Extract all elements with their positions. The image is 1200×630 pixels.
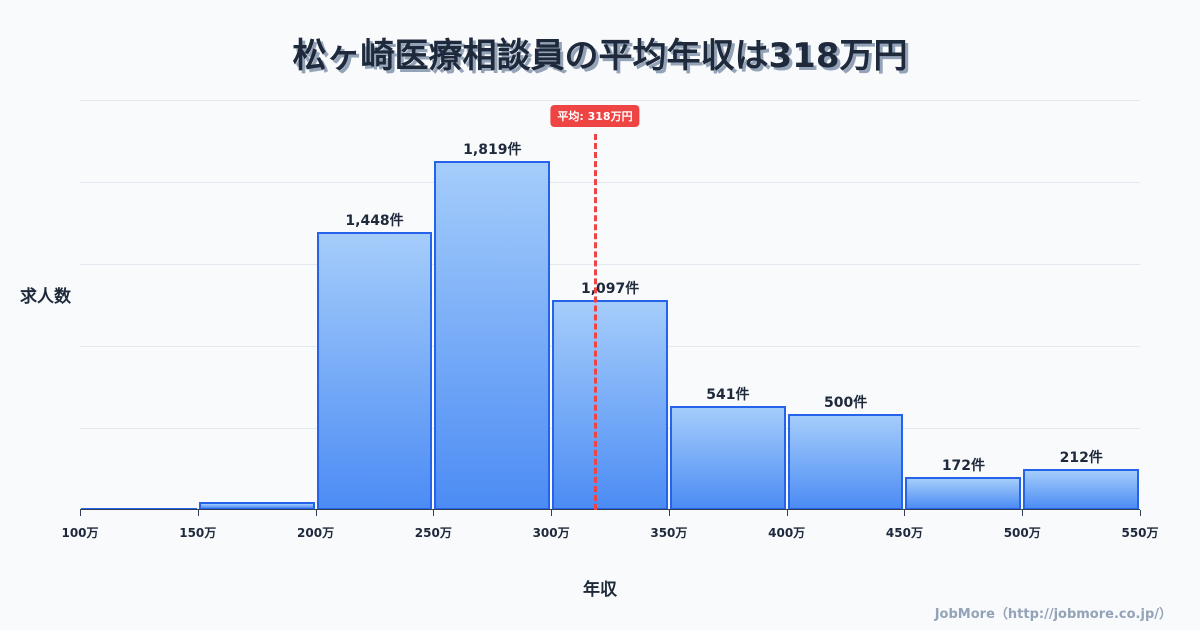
- plot-area: 1,448件 1,819件 1,097件 541件 500件 172件 212件: [80, 100, 1140, 510]
- gridline: [80, 100, 1140, 101]
- x-tick: [433, 510, 435, 516]
- gridline: [80, 182, 1140, 183]
- chart-title: 松ヶ崎医療相談員の平均年収は318万円: [292, 36, 908, 76]
- x-tick-label: 300万: [532, 526, 570, 540]
- gridline: [80, 264, 1140, 265]
- x-tick-label: 150万: [179, 526, 217, 540]
- x-tick-label: 450万: [885, 526, 923, 540]
- x-tick-label: 550万: [1121, 526, 1159, 540]
- x-tick-label: 350万: [650, 526, 688, 540]
- bar-value-label: 172件: [941, 458, 986, 474]
- histogram-bar: [1023, 469, 1139, 510]
- bar-value-label: 212件: [1059, 450, 1103, 467]
- x-tick: [551, 510, 553, 516]
- x-axis-line: [80, 509, 1140, 510]
- x-tick: [80, 510, 81, 516]
- mean-badge: 平均: 318万円: [550, 105, 640, 127]
- x-tick: [786, 510, 788, 516]
- y-axis-label: 求人数: [20, 287, 71, 307]
- x-tick: [668, 510, 670, 516]
- x-tick: [1140, 510, 1141, 516]
- x-tick-label: 250万: [414, 526, 452, 540]
- bar-value-label: 1,819件: [463, 142, 522, 158]
- x-tick-label: 200万: [297, 526, 335, 540]
- source-credit: JobMore（http://jobmore.co.jp/）: [934, 607, 1172, 622]
- bar-value-label: 1,097件: [580, 280, 640, 297]
- x-tick: [197, 510, 199, 516]
- mean-line: [594, 134, 597, 510]
- x-tick: [315, 510, 317, 516]
- histogram-bar: [905, 477, 1022, 510]
- x-tick: [904, 510, 906, 516]
- bar-value-label: 541件: [706, 387, 750, 404]
- x-tick-label: 400万: [768, 526, 806, 540]
- x-axis-label: 年収: [583, 580, 617, 600]
- x-tick: [1022, 510, 1024, 516]
- histogram-bar: [316, 232, 433, 510]
- histogram-bar: [787, 414, 904, 510]
- bar-value-label: 1,448件: [345, 213, 404, 230]
- bar-value-label: 500件: [824, 395, 868, 412]
- x-tick-label: 500万: [1003, 526, 1041, 540]
- histogram-bar: [552, 299, 668, 510]
- x-tick-label: 100万: [61, 526, 99, 540]
- histogram-bar: [669, 406, 786, 510]
- histogram-bar: [434, 161, 551, 510]
